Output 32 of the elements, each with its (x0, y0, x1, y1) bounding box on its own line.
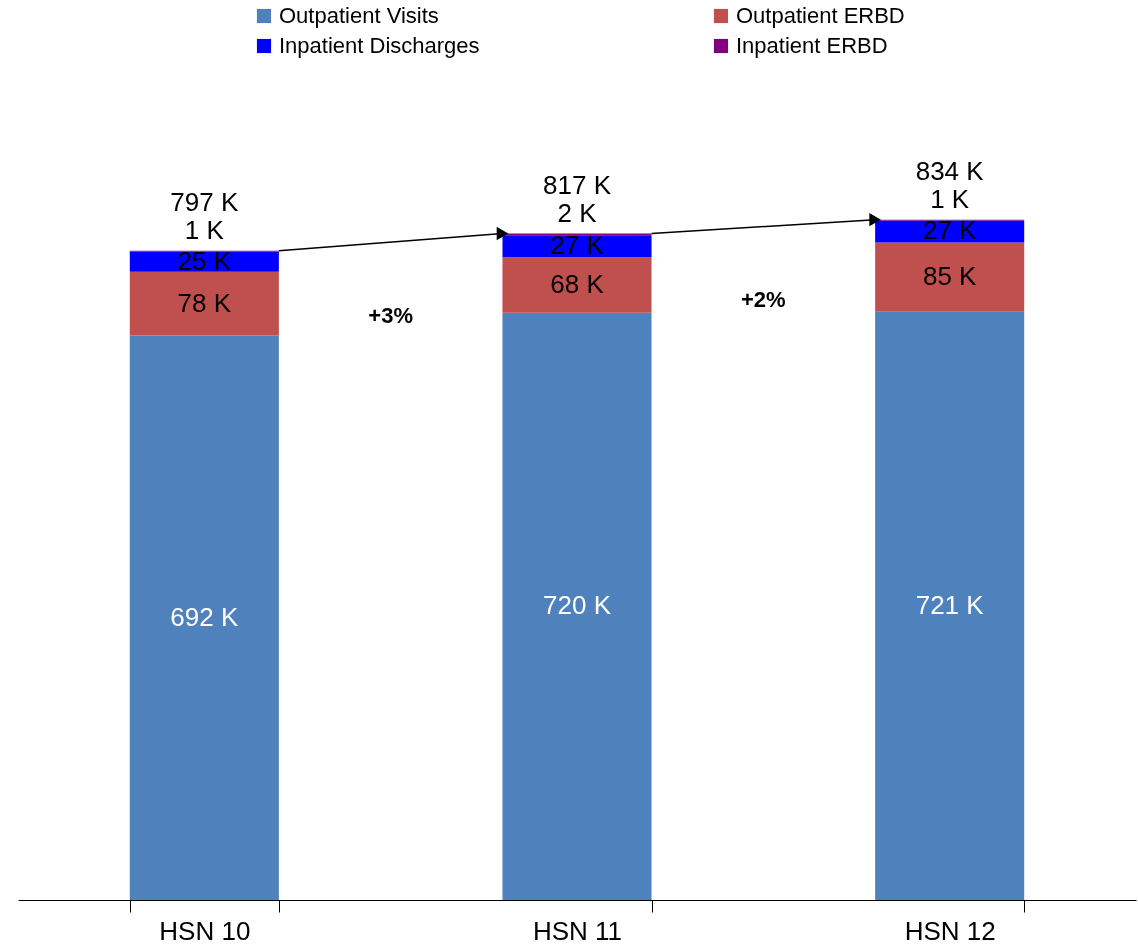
data-label: 1 K (930, 183, 970, 214)
bar (129, 335, 279, 900)
data-label: 27 K (550, 230, 605, 261)
bar (502, 257, 652, 313)
data-label: 692 K (170, 601, 239, 632)
legend-label: Outpatient ERBD (736, 3, 905, 28)
total-label: 797 K (170, 186, 239, 217)
annotation: +3% (368, 302, 413, 328)
data-label: 720 K (543, 590, 612, 621)
data-label: 721 K (915, 589, 985, 620)
bar (129, 251, 279, 272)
data-label: 1 K (184, 214, 225, 245)
annotation: +2% (741, 287, 786, 313)
data-label: 2 K (557, 197, 598, 228)
total-label: 817 K (543, 169, 612, 200)
bar (502, 235, 652, 258)
x-tick-label: HSN 10 (159, 915, 251, 946)
data-label: 25 K (177, 245, 232, 276)
bar (129, 271, 279, 336)
bar (502, 312, 652, 900)
data-label: 68 K (550, 268, 605, 299)
x-tick-label: HSN 12 (904, 915, 996, 946)
data-label: 27 K (922, 215, 978, 246)
total-label: 834 K (915, 155, 985, 186)
data-label: 78 K (177, 287, 232, 318)
legend-label: Inpatient ERBD (736, 33, 888, 58)
legend-label: Outpatient Visits (279, 3, 439, 28)
legend-label: Inpatient Discharges (279, 33, 480, 58)
data-label: 85 K (922, 261, 978, 292)
x-tick-label: HSN 11 (532, 915, 623, 946)
bar (875, 311, 1025, 900)
bar (875, 242, 1025, 312)
